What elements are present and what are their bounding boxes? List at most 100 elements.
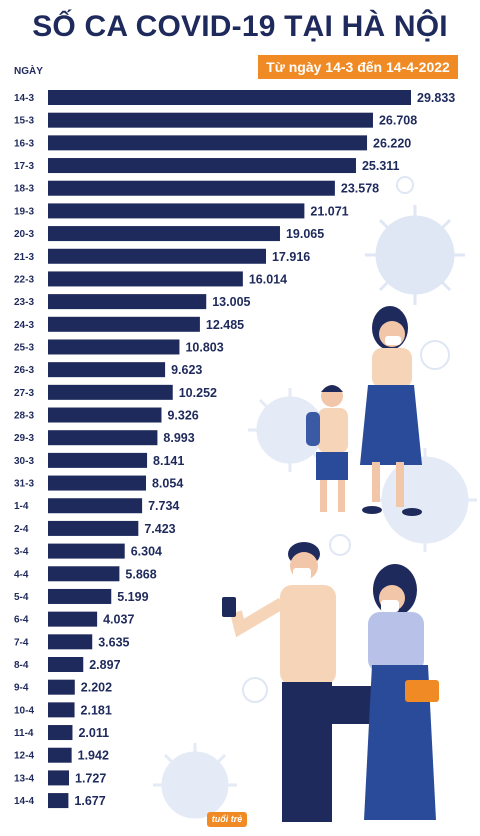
- category-label: 5-4: [14, 592, 29, 603]
- bar: [48, 657, 84, 672]
- value-label: 7.423: [144, 522, 175, 536]
- bar: [48, 725, 73, 741]
- bar: [48, 634, 93, 650]
- category-label: 24-3: [14, 320, 34, 331]
- value-label: 2.181: [81, 703, 112, 717]
- category-label: 9-4: [14, 683, 29, 694]
- category-label: 17-3: [14, 161, 34, 172]
- bar: [48, 90, 411, 105]
- category-label: 3-4: [14, 547, 29, 558]
- category-label: 22-3: [14, 274, 34, 285]
- y-axis-label: NGÀY: [14, 66, 43, 77]
- bar: [48, 294, 207, 310]
- value-label: 26.708: [379, 114, 417, 128]
- bar: [48, 498, 143, 514]
- bar: [48, 407, 162, 423]
- category-label: 19-3: [14, 206, 34, 217]
- value-label: 8.993: [163, 431, 194, 445]
- bar: [48, 452, 148, 468]
- category-label: 8-4: [14, 660, 29, 671]
- bar: [48, 566, 120, 582]
- bar: [48, 611, 98, 627]
- value-label: 23.578: [341, 182, 379, 196]
- value-label: 21.071: [310, 204, 348, 218]
- virus-icon: [153, 743, 237, 819]
- category-label: 6-4: [14, 615, 29, 626]
- bar: [48, 203, 305, 219]
- value-label: 2.202: [81, 681, 112, 695]
- value-label: 9.623: [171, 363, 202, 377]
- value-label: 7.734: [148, 499, 179, 513]
- bar: [48, 543, 125, 559]
- value-label: 10.252: [179, 386, 217, 400]
- value-label: 8.141: [153, 454, 184, 468]
- category-label: 2-4: [14, 524, 29, 535]
- category-label: 29-3: [14, 433, 34, 444]
- category-label: 1-4: [14, 501, 29, 512]
- bar: [48, 135, 368, 151]
- bar: [48, 339, 180, 355]
- mother-figure: [360, 306, 422, 516]
- bar: [48, 793, 69, 809]
- category-label: 23-3: [14, 297, 34, 308]
- category-label: 25-3: [14, 342, 34, 353]
- bar: [48, 747, 72, 763]
- category-label: 4-4: [14, 569, 29, 580]
- bar: [48, 316, 200, 332]
- category-label: 13-4: [14, 773, 34, 784]
- bar: [48, 588, 112, 604]
- bar: [48, 702, 75, 718]
- value-label: 13.005: [212, 295, 250, 309]
- value-label: 16.014: [249, 272, 287, 286]
- value-label: 1.677: [74, 794, 105, 808]
- category-label: 20-3: [14, 229, 34, 240]
- value-label: 8.054: [152, 477, 183, 491]
- bar: [48, 112, 373, 128]
- category-label: 30-3: [14, 456, 34, 467]
- value-label: 1.727: [75, 771, 106, 785]
- value-label: 4.037: [103, 613, 134, 627]
- value-label: 2.897: [89, 658, 120, 672]
- category-label: 31-3: [14, 479, 34, 490]
- bar: [48, 226, 280, 242]
- virus-icon: [396, 176, 414, 194]
- value-label: 6.304: [131, 545, 162, 559]
- brand-logo: tuổi trẻ: [207, 812, 247, 827]
- bar: [48, 520, 139, 536]
- category-label: 16-3: [14, 138, 34, 149]
- bar: [48, 158, 356, 174]
- virus-icon: [365, 205, 465, 305]
- page-title: SỐ CA COVID-19 TẠI HÀ NỘI: [32, 10, 448, 43]
- bar: [48, 384, 173, 400]
- category-label: 28-3: [14, 411, 34, 422]
- value-label: 10.803: [185, 340, 223, 354]
- category-label: 12-4: [14, 751, 34, 762]
- bar: [48, 180, 335, 196]
- category-label: 10-4: [14, 705, 34, 716]
- value-label: 3.635: [98, 635, 129, 649]
- bar: [48, 679, 75, 695]
- virus-icon: [329, 534, 351, 556]
- value-label: 2.011: [78, 726, 109, 740]
- category-label: 7-4: [14, 637, 29, 648]
- value-label: 5.868: [125, 567, 156, 581]
- virus-icon: [242, 677, 268, 703]
- category-label: 14-4: [14, 796, 34, 807]
- category-label: 21-3: [14, 252, 34, 263]
- value-label: 9.326: [167, 409, 198, 423]
- woman-figure: [364, 564, 439, 820]
- man-figure: [222, 542, 376, 822]
- bar: [48, 770, 70, 786]
- value-label: 17.916: [272, 250, 310, 264]
- bar: [48, 271, 243, 287]
- category-label: 15-3: [14, 116, 34, 127]
- value-label: 12.485: [206, 318, 244, 332]
- value-label: 19.065: [286, 227, 324, 241]
- bar: [48, 475, 146, 491]
- virus-icon: [420, 340, 450, 370]
- value-label: 29.833: [417, 91, 455, 105]
- category-label: 27-3: [14, 388, 34, 399]
- category-label: 14-3: [14, 93, 34, 104]
